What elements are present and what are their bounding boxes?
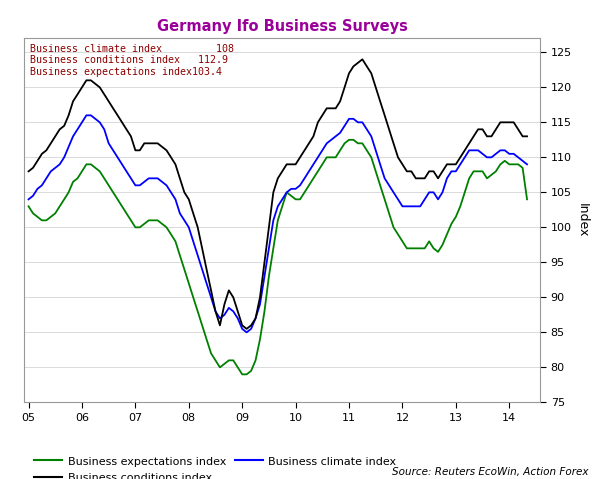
Text: Business climate index         108
Business conditions index   112.9
Business ex: Business climate index 108 Business cond…: [30, 44, 234, 77]
Legend: Business expectations index, Business conditions index, Business climate index: Business expectations index, Business co…: [30, 452, 401, 479]
Y-axis label: Index: Index: [575, 203, 588, 238]
Title: Germany Ifo Business Surveys: Germany Ifo Business Surveys: [157, 19, 408, 34]
Text: Source: Reuters EcoWin, Action Forex: Source: Reuters EcoWin, Action Forex: [392, 467, 589, 477]
